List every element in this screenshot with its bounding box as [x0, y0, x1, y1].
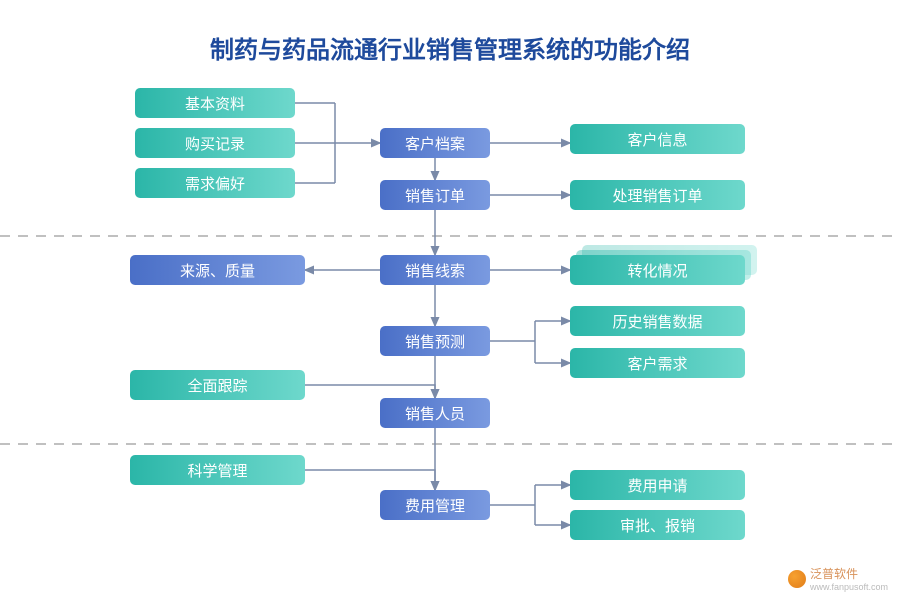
diagram-canvas: 基本资料购买记录需求偏好 客户档案 客户信息销售订单 处理销售订单来源、质量 销售线索 转…	[0, 0, 900, 600]
watermark-url: www.fanpusoft.com	[810, 582, 888, 592]
node-track: 全面跟踪	[130, 370, 305, 400]
node-source: 来源、质量	[130, 255, 305, 285]
node-demand: 客户需求	[570, 348, 745, 378]
node-apply: 费用申请	[570, 470, 745, 500]
node-sci: 科学管理	[130, 455, 305, 485]
node-history: 历史销售数据	[570, 306, 745, 336]
node-order: 销售订单	[380, 180, 490, 210]
node-approve: 审批、报销	[570, 510, 745, 540]
node-expense: 费用管理	[380, 490, 490, 520]
node-custinfo: 客户信息	[570, 124, 745, 154]
logo-icon	[788, 570, 806, 588]
node-orderproc: 处理销售订单	[570, 180, 745, 210]
node-basic: 基本资料	[135, 88, 295, 118]
node-forecast: 销售预测	[380, 326, 490, 356]
node-staff: 销售人员	[380, 398, 490, 428]
watermark: 泛普软件 www.fanpusoft.com	[788, 565, 888, 592]
node-custfile: 客户档案	[380, 128, 490, 158]
watermark-brand: 泛普软件	[810, 567, 858, 581]
node-leads: 销售线索	[380, 255, 490, 285]
node-prefer: 需求偏好	[135, 168, 295, 198]
node-convert: 转化情况	[570, 255, 745, 285]
node-purchase: 购买记录	[135, 128, 295, 158]
